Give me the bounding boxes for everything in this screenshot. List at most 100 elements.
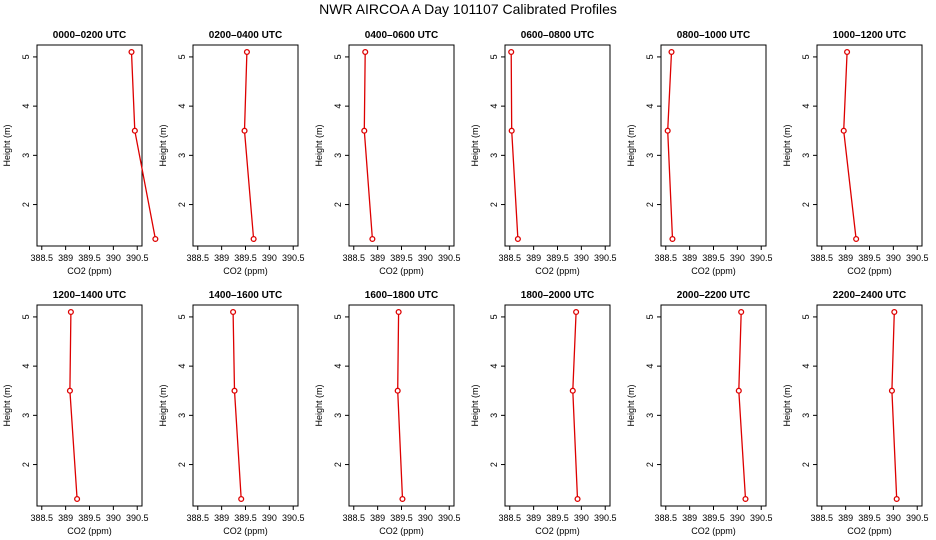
chart-panel-8: 1400–1600 UTC CO2 (ppm) Height (m) 388.5 389… bbox=[158, 290, 304, 536]
y-tick-label: 5 bbox=[645, 54, 655, 59]
data-point bbox=[735, 387, 742, 394]
y-tick-label: 4 bbox=[801, 364, 811, 369]
profile-line bbox=[232, 311, 242, 500]
chart-panel-6: 1000–1200 UTC CO2 (ppm) Height (m) 388.5 389… bbox=[782, 30, 928, 276]
x-tick-label: 388.5 bbox=[655, 253, 678, 263]
y-tick-label: 2 bbox=[645, 462, 655, 467]
y-tick-label: 2 bbox=[21, 202, 31, 207]
x-tick-label: 389.5 bbox=[78, 513, 101, 523]
x-tick-label: 389 bbox=[526, 253, 541, 263]
x-tick-label: 388.5 bbox=[811, 253, 834, 263]
y-tick-label: 4 bbox=[21, 364, 31, 369]
x-tick-label: 389 bbox=[214, 253, 229, 263]
x-tick-label: 389.5 bbox=[234, 253, 257, 263]
y-tick-label: 5 bbox=[21, 314, 31, 319]
plot-frame bbox=[660, 44, 767, 247]
x-tick-label: 388.5 bbox=[187, 513, 210, 523]
profile-line bbox=[843, 51, 857, 240]
x-tick-label: 389 bbox=[214, 513, 229, 523]
panel-title: 1000–1200 UTC bbox=[833, 30, 906, 41]
data-point bbox=[152, 235, 159, 243]
y-tick-label: 2 bbox=[177, 202, 187, 207]
data-point bbox=[738, 308, 745, 316]
data-point bbox=[664, 127, 671, 134]
data-point bbox=[888, 387, 895, 394]
plot-frame bbox=[192, 304, 299, 507]
data-point bbox=[231, 387, 238, 394]
x-tick-label: 388.5 bbox=[343, 513, 366, 523]
chart-panel-3: 0400–0600 UTC CO2 (ppm) Height (m) 388.5 389… bbox=[314, 30, 460, 276]
y-tick-label: 5 bbox=[177, 314, 187, 319]
x-tick-label: 390 bbox=[418, 513, 433, 523]
x-tick-label: 389 bbox=[526, 513, 541, 523]
y-tick-label: 2 bbox=[489, 202, 499, 207]
y-tick-label: 2 bbox=[21, 462, 31, 467]
y-tick-label: 4 bbox=[645, 104, 655, 109]
x-tick-label: 390.5 bbox=[126, 253, 149, 263]
y-tick-label: 3 bbox=[645, 413, 655, 418]
x-tick-label: 390.5 bbox=[438, 513, 461, 523]
plot-frame bbox=[816, 44, 923, 247]
y-tick-label: 3 bbox=[333, 413, 343, 418]
x-axis-label: CO2 (ppm) bbox=[223, 266, 268, 276]
x-axis-label: CO2 (ppm) bbox=[847, 266, 892, 276]
y-tick-label: 5 bbox=[489, 314, 499, 319]
x-tick-label: 389 bbox=[838, 513, 853, 523]
chart-panel-4: 0600–0800 UTC CO2 (ppm) Height (m) 388.5 389… bbox=[470, 30, 616, 276]
x-tick-label: 390 bbox=[730, 253, 745, 263]
x-tick-label: 388.5 bbox=[187, 253, 210, 263]
data-point bbox=[844, 48, 851, 56]
x-axis-label: CO2 (ppm) bbox=[535, 526, 580, 536]
data-point bbox=[66, 387, 73, 394]
y-tick-label: 3 bbox=[489, 413, 499, 418]
x-tick-label: 388.5 bbox=[499, 513, 522, 523]
data-point bbox=[742, 495, 749, 503]
data-point bbox=[250, 235, 257, 243]
x-tick-label: 390 bbox=[886, 253, 901, 263]
panel-title: 0800–1000 UTC bbox=[677, 30, 750, 41]
x-tick-label: 390 bbox=[262, 253, 277, 263]
x-tick-label: 389.5 bbox=[390, 253, 413, 263]
y-tick-label: 5 bbox=[177, 54, 187, 59]
profile-line bbox=[510, 51, 519, 240]
chart-panel-7: 1200–1400 UTC CO2 (ppm) Height (m) 388.5 389… bbox=[2, 290, 148, 536]
y-tick-label: 5 bbox=[333, 314, 343, 319]
x-tick-label: 389.5 bbox=[546, 253, 569, 263]
y-tick-label: 5 bbox=[333, 54, 343, 59]
x-axis-label: CO2 (ppm) bbox=[223, 526, 268, 536]
x-tick-label: 390.5 bbox=[750, 513, 773, 523]
y-tick-label: 5 bbox=[801, 314, 811, 319]
y-tick-label: 4 bbox=[177, 364, 187, 369]
profile-line bbox=[738, 311, 747, 500]
y-tick-label: 4 bbox=[489, 104, 499, 109]
y-axis-label: Height (m) bbox=[470, 124, 480, 166]
panel-title: 0400–0600 UTC bbox=[365, 30, 438, 41]
profile-line bbox=[130, 51, 157, 240]
profile-line bbox=[397, 311, 404, 500]
data-point bbox=[893, 495, 900, 503]
profile-line bbox=[243, 51, 255, 240]
y-tick-label: 3 bbox=[333, 153, 343, 158]
y-tick-label: 3 bbox=[489, 153, 499, 158]
x-tick-label: 390.5 bbox=[438, 253, 461, 263]
plot-frame bbox=[660, 304, 767, 507]
figure-title: NWR AIRCOA A Day 101107 Calibrated Profi… bbox=[319, 1, 617, 17]
x-tick-label: 389 bbox=[58, 253, 73, 263]
data-point bbox=[514, 235, 521, 243]
data-point bbox=[230, 308, 237, 316]
x-tick-label: 390 bbox=[730, 513, 745, 523]
x-tick-label: 390.5 bbox=[906, 513, 929, 523]
y-tick-label: 2 bbox=[177, 462, 187, 467]
y-tick-label: 2 bbox=[333, 462, 343, 467]
x-axis-label: CO2 (ppm) bbox=[691, 266, 736, 276]
y-tick-label: 5 bbox=[21, 54, 31, 59]
data-point bbox=[361, 127, 368, 134]
data-point bbox=[362, 48, 369, 56]
panel-title: 0600–0800 UTC bbox=[521, 30, 594, 41]
x-tick-label: 389.5 bbox=[702, 513, 725, 523]
x-tick-label: 388.5 bbox=[655, 513, 678, 523]
y-axis-label: Height (m) bbox=[782, 124, 792, 166]
y-axis-label: Height (m) bbox=[470, 384, 480, 426]
data-point bbox=[508, 48, 515, 56]
y-tick-label: 4 bbox=[645, 364, 655, 369]
